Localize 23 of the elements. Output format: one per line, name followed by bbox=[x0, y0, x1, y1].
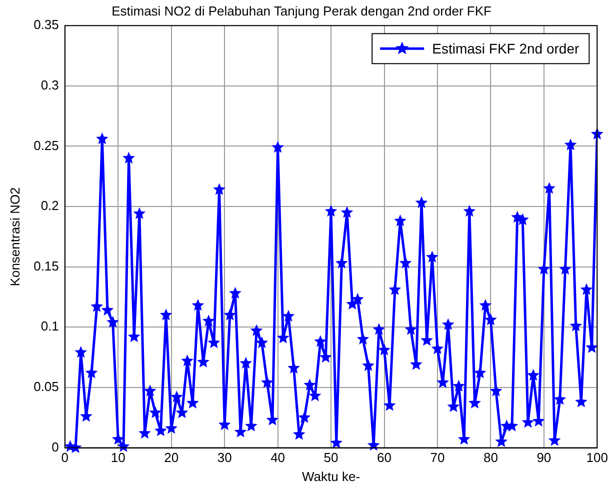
x-tick-label: 50 bbox=[324, 450, 338, 466]
y-tick-label: 0.1 bbox=[40, 318, 59, 334]
x-tick-label: 90 bbox=[536, 450, 552, 466]
y-tick-label: 0.2 bbox=[40, 198, 59, 214]
y-tick-label: 0.15 bbox=[34, 258, 59, 274]
y-axis-title: Konsentrasi NO2 bbox=[7, 187, 22, 286]
x-tick-label: 20 bbox=[164, 450, 179, 466]
y-tick-label: 0 bbox=[52, 439, 59, 454]
y-tick-label: 0.35 bbox=[34, 17, 59, 32]
chart-title: Estimasi NO2 di Pelabuhan Tanjung Perak dengan 2nd order FKF bbox=[112, 3, 492, 18]
x-tick-label: 80 bbox=[483, 450, 498, 466]
x-tick-label: 10 bbox=[110, 450, 126, 466]
x-tick-label: 40 bbox=[270, 450, 286, 466]
x-tick-label: 70 bbox=[430, 450, 445, 466]
x-axis-title: Waktu ke- bbox=[302, 468, 360, 484]
x-tick-label: 100 bbox=[586, 450, 608, 466]
x-tick-label: 60 bbox=[377, 450, 392, 466]
x-tick-label: 30 bbox=[217, 450, 232, 466]
y-tick-label: 0.25 bbox=[34, 138, 59, 153]
y-tick-label: 0.3 bbox=[40, 77, 59, 92]
legend-label: Estimasi FKF 2nd order bbox=[432, 40, 580, 56]
x-tick-label: 0 bbox=[61, 450, 69, 466]
y-tick-label: 0.05 bbox=[34, 379, 59, 394]
